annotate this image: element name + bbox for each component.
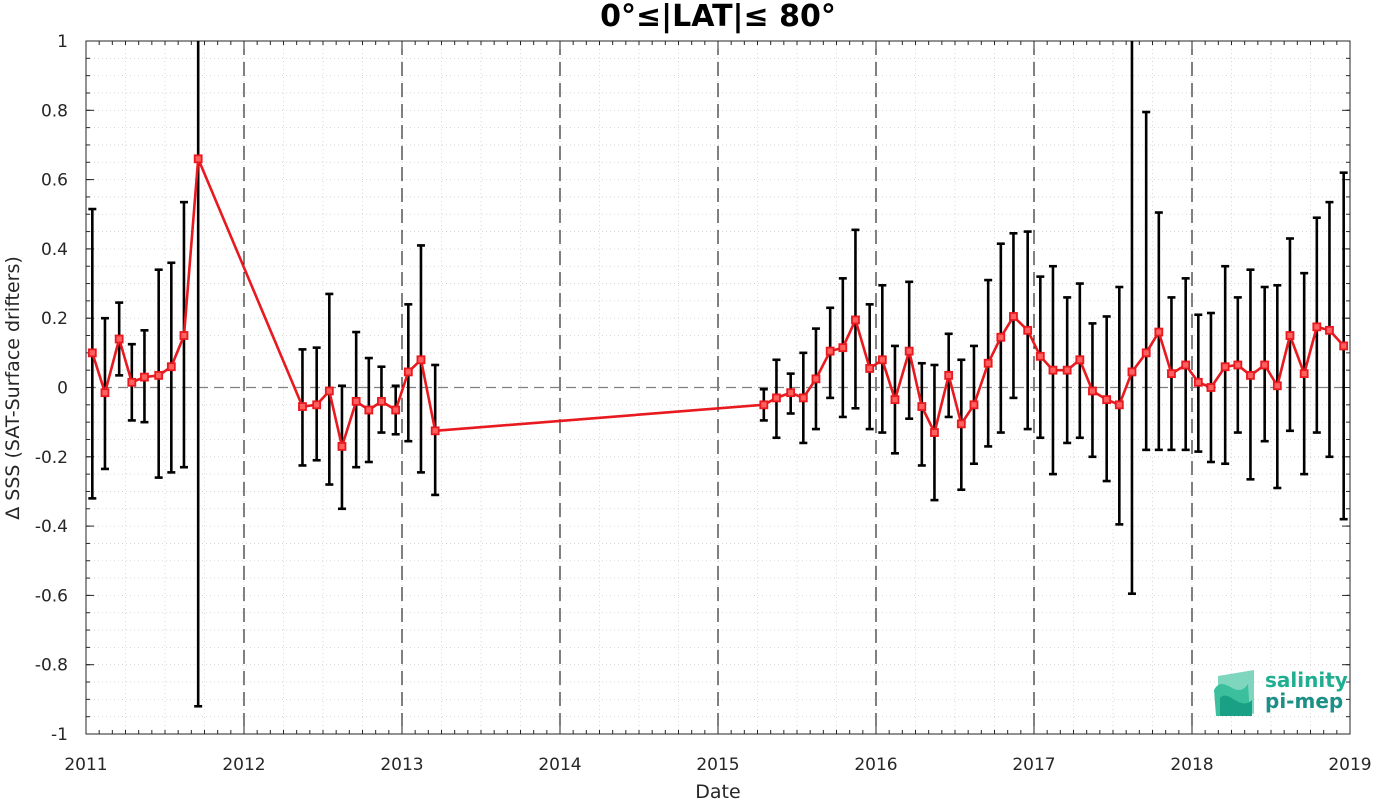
- data-point-marker: [1220, 362, 1230, 372]
- logo-text-salinity: salinity: [1265, 668, 1348, 692]
- series-markers: [87, 154, 1349, 451]
- x-tick-label: 2013: [380, 755, 423, 775]
- y-tick-label: -0.8: [35, 656, 68, 676]
- data-point-marker: [1206, 383, 1216, 392]
- data-point-marker: [759, 400, 769, 410]
- data-point-marker: [1141, 348, 1151, 358]
- data-point-marker: [930, 428, 939, 437]
- data-point-marker: [1272, 381, 1282, 391]
- data-point-marker: [1193, 377, 1203, 387]
- data-point-marker: [772, 393, 781, 403]
- data-point-marker: [1325, 325, 1334, 335]
- data-point-marker: [1260, 360, 1270, 370]
- data-point-marker: [364, 405, 374, 415]
- data-point-marker: [1181, 360, 1191, 370]
- data-point-marker: [351, 396, 361, 406]
- data-point-marker: [865, 364, 875, 373]
- data-point-marker: [904, 346, 914, 356]
- chart-title: 0°≤|LAT|≤ 80°: [600, 0, 836, 34]
- y-tick-label: 0: [57, 379, 68, 399]
- wave-logo-icon: [1214, 670, 1254, 716]
- y-axis-label: Δ SSS (SAT-Surface drifters): [2, 256, 24, 520]
- data-point-marker: [166, 362, 176, 372]
- y-tick-label: 0.8: [41, 101, 68, 121]
- x-axis-ticks: 2011 2012 2013 2014 2015 2016 2017 2018 2019: [64, 41, 1372, 775]
- data-point-marker: [969, 400, 979, 410]
- data-point-marker: [403, 367, 413, 377]
- data-point-marker: [890, 395, 900, 405]
- data-point-marker: [154, 370, 164, 380]
- data-point-marker: [140, 372, 149, 382]
- x-tick-label: 2015: [696, 755, 739, 775]
- data-point-marker: [917, 402, 927, 411]
- y-tick-label: 0.2: [41, 309, 68, 329]
- data-point-marker: [1114, 400, 1124, 410]
- data-point-marker: [825, 346, 835, 356]
- data-point-marker: [430, 426, 440, 436]
- x-tick-label: 2019: [1328, 755, 1371, 775]
- data-point-marker: [179, 331, 189, 340]
- x-tick-label: 2017: [1012, 755, 1055, 775]
- data-point-marker: [324, 386, 334, 396]
- data-point-marker: [786, 388, 796, 398]
- salinity-pimep-logo: salinity pi-mep: [1214, 668, 1348, 716]
- data-point-marker: [1088, 386, 1097, 396]
- x-tick-label: 2016: [854, 755, 897, 775]
- data-point-marker: [1299, 369, 1309, 379]
- data-point-marker: [1035, 351, 1045, 361]
- data-point-marker: [377, 396, 386, 406]
- y-tick-label: -1: [51, 725, 68, 745]
- data-point-marker: [996, 332, 1006, 342]
- data-point-marker: [1312, 322, 1322, 332]
- y-tick-label: -0.2: [35, 448, 68, 468]
- data-point-marker: [877, 355, 887, 365]
- data-point-marker: [87, 348, 97, 358]
- y-tick-label: 0.4: [41, 240, 68, 260]
- data-point-marker: [312, 400, 322, 410]
- data-point-marker: [1127, 367, 1137, 377]
- data-point-marker: [1023, 325, 1033, 335]
- data-point-marker: [1062, 365, 1072, 375]
- data-point-marker: [1339, 341, 1349, 351]
- data-point-marker: [944, 370, 954, 380]
- x-axis-label: Date: [695, 781, 740, 801]
- y-tick-label: -0.6: [35, 586, 68, 606]
- data-point-marker: [1075, 355, 1085, 365]
- y-axis-ticks: 1 0.8 0.6 0.4 0.2 0 -0.2 -0.4 -0.6 -0.8 -1: [35, 32, 1350, 745]
- data-point-marker: [114, 334, 124, 344]
- data-point-marker: [1167, 369, 1176, 379]
- data-point-marker: [298, 402, 307, 411]
- data-point-marker: [337, 442, 347, 451]
- data-point-marker: [838, 343, 848, 353]
- data-point-marker: [416, 355, 426, 365]
- data-point-marker: [811, 374, 821, 384]
- data-point-marker: [1102, 395, 1112, 405]
- data-point-marker: [391, 405, 401, 415]
- x-tick-label: 2011: [64, 755, 107, 775]
- data-point-marker: [100, 388, 110, 398]
- logo-text-pimep: pi-mep: [1265, 689, 1343, 713]
- y-tick-label: 0.6: [41, 171, 68, 191]
- data-point-marker: [956, 419, 966, 429]
- x-tick-label: 2018: [1170, 755, 1213, 775]
- data-point-marker: [1048, 365, 1058, 375]
- data-point-marker: [798, 393, 808, 403]
- data-point-marker: [1246, 370, 1255, 380]
- x-tick-label: 2012: [222, 755, 265, 775]
- data-point-marker: [127, 377, 137, 387]
- y-tick-label: -0.4: [35, 517, 68, 537]
- x-tick-label: 2014: [538, 755, 581, 775]
- data-point-marker: [1009, 312, 1018, 321]
- data-point-marker: [983, 358, 993, 368]
- y-tick-label: 1: [57, 32, 68, 52]
- data-point-marker: [851, 315, 860, 325]
- data-point-marker: [1154, 327, 1164, 337]
- data-point-marker: [193, 154, 203, 164]
- data-point-marker: [1233, 360, 1243, 370]
- data-point-marker: [1285, 331, 1295, 340]
